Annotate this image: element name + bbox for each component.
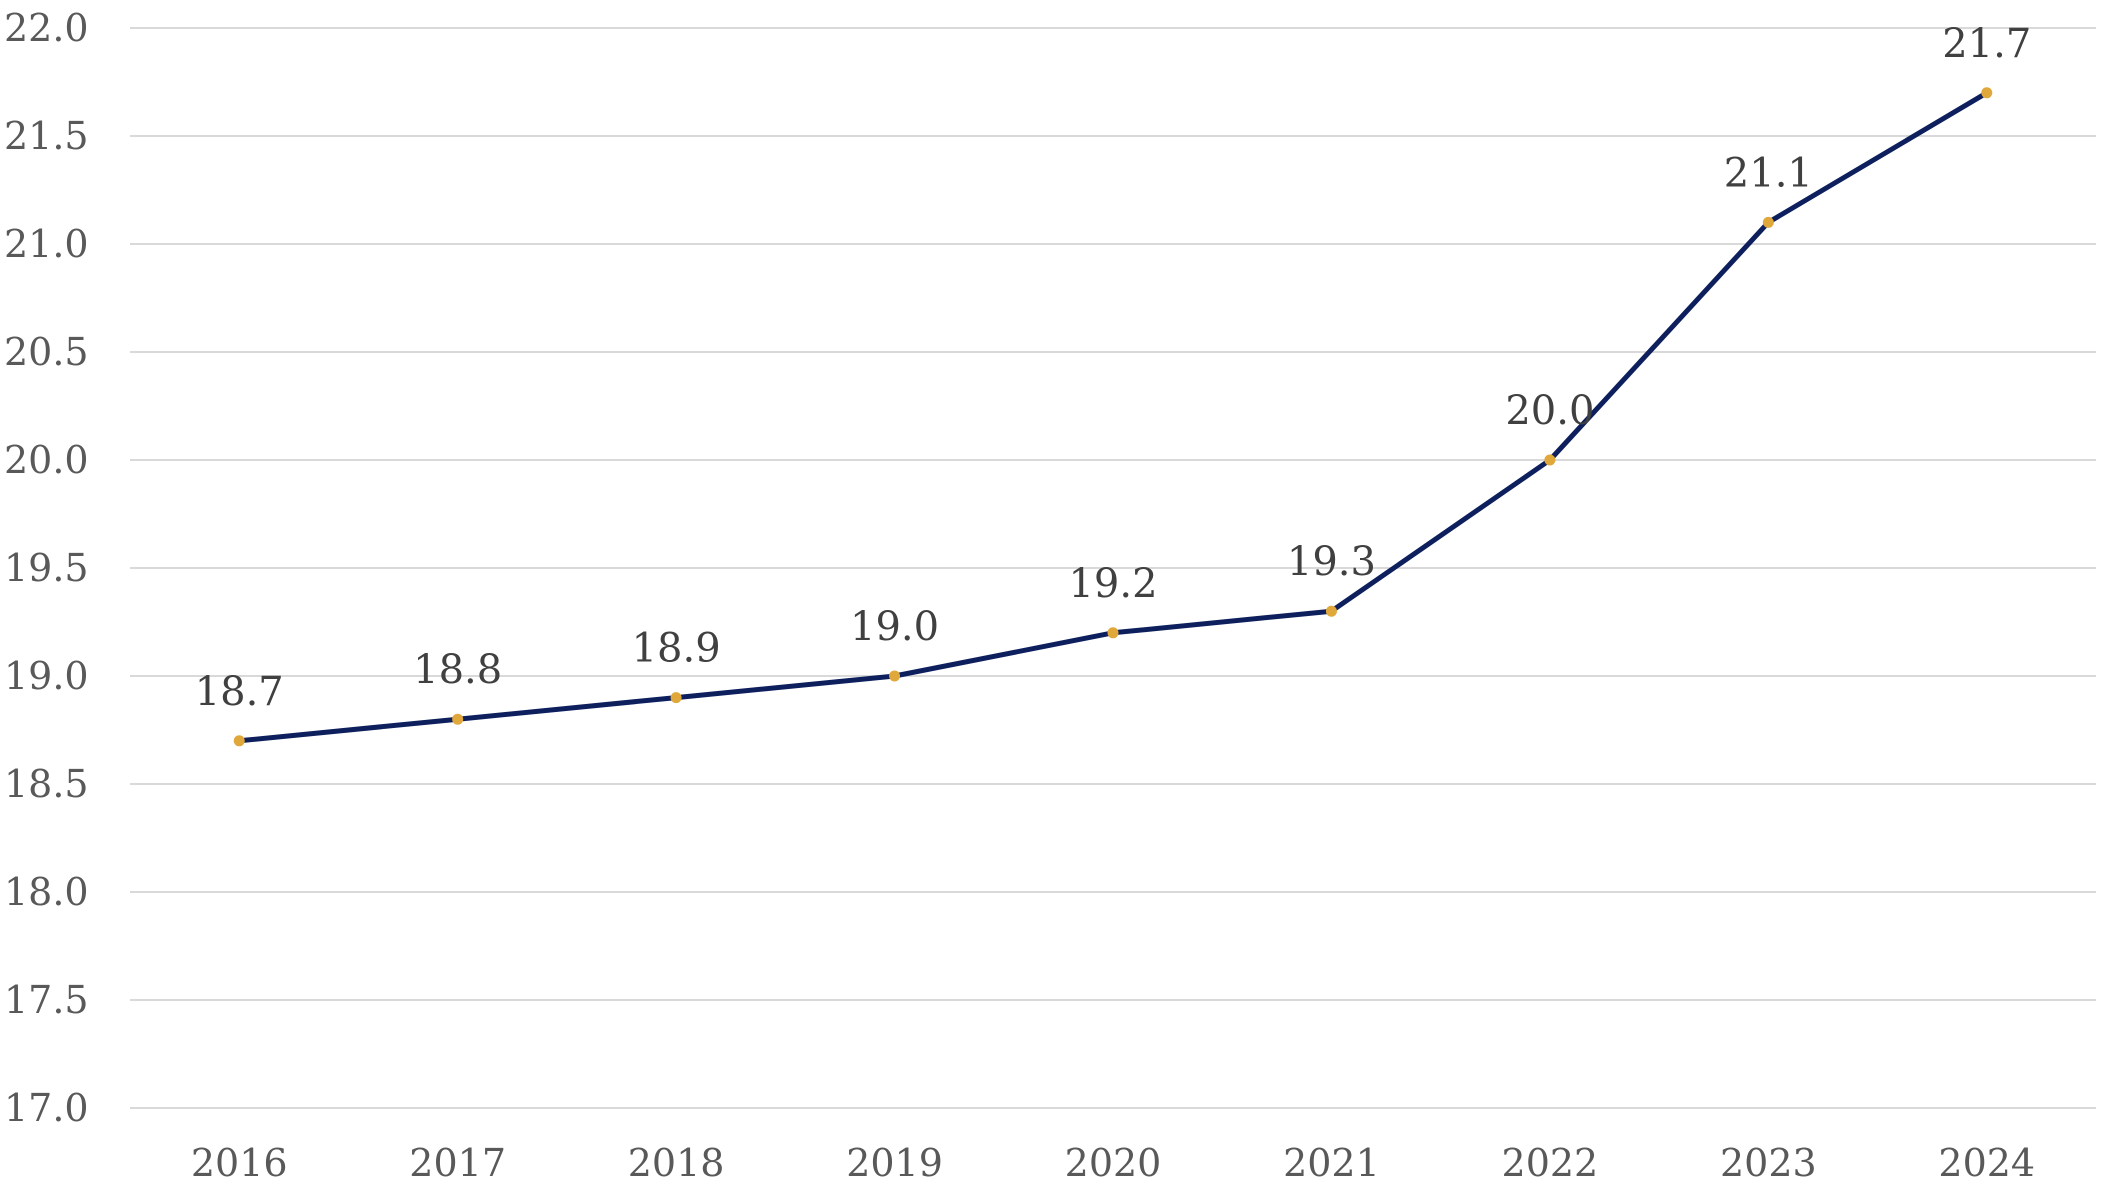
data-label: 21.1 [1724,150,1813,196]
y-tick-label: 18.0 [4,870,89,914]
x-tick-label: 2017 [409,1141,506,1185]
y-tick-label: 22.0 [4,6,89,50]
x-tick-label: 2022 [1502,1141,1599,1185]
data-label: 18.8 [413,647,502,693]
data-point [1981,87,1993,99]
y-tick-label: 17.5 [4,978,89,1022]
x-axis: 2016 2017 2018 2019 2020 2021 2022 2023 2024 [191,1141,2035,1185]
x-tick-label: 2024 [1938,1141,2035,1185]
data-labels: 18.7 18.8 18.9 19.0 19.2 19.3 20.0 21.1 21.7 [195,21,2032,715]
data-point [233,735,245,747]
data-label: 21.7 [1942,21,2031,67]
data-point [889,670,901,682]
y-tick-label: 17.0 [4,1086,89,1130]
data-point [452,713,464,725]
y-tick-label: 19.0 [4,654,89,698]
data-label: 19.0 [850,604,939,650]
x-tick-label: 2023 [1720,1141,1817,1185]
data-label: 20.0 [1505,388,1594,434]
x-tick-label: 2018 [628,1141,725,1185]
y-tick-label: 20.0 [4,438,89,482]
data-point [1107,627,1119,639]
series [233,87,1993,747]
y-tick-label: 20.5 [4,330,89,374]
y-tick-label: 21.5 [4,114,89,158]
data-point [670,692,682,704]
y-axis: 17.0 17.5 18.0 18.5 19.0 19.5 20.0 20.5 21.0 21.5… [4,6,89,1130]
y-tick-label: 18.5 [4,762,89,806]
data-point [1325,605,1337,617]
data-label: 19.2 [1068,561,1157,607]
x-tick-label: 2021 [1283,1141,1380,1185]
data-point [1544,454,1556,466]
gridlines [130,27,2096,1109]
data-label: 18.7 [195,669,284,715]
data-label: 19.3 [1287,539,1376,585]
x-tick-label: 2016 [191,1141,288,1185]
x-tick-label: 2020 [1065,1141,1162,1185]
data-label: 18.9 [632,626,721,672]
y-tick-label: 19.5 [4,546,89,590]
data-point [1762,216,1774,228]
y-tick-label: 21.0 [4,222,89,266]
x-tick-label: 2019 [846,1141,943,1185]
